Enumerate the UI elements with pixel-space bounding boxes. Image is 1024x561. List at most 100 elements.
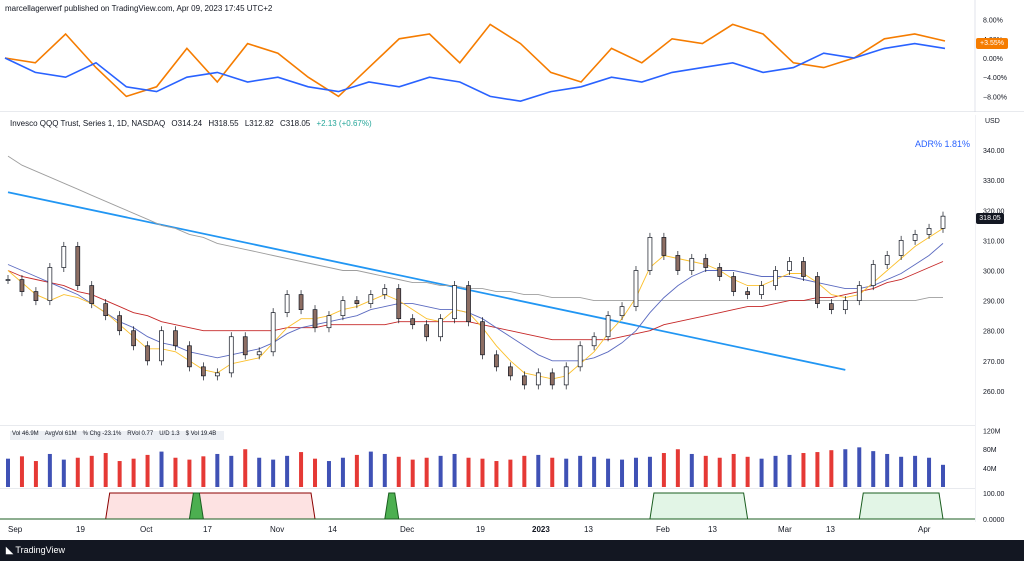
x-tick-label: 13: [826, 525, 835, 534]
candle-body: [173, 330, 178, 347]
volume-bar: [829, 450, 834, 487]
volume-bar: [285, 455, 290, 487]
candle-body: [577, 345, 583, 368]
rs-tick-label: 0.00%: [983, 56, 1003, 63]
sma-long-line: [7, 261, 944, 341]
x-tick-label: Mar: [778, 525, 792, 534]
volume-bar: [857, 447, 862, 487]
volume-bar: [675, 449, 680, 487]
candle-body: [298, 294, 304, 310]
candle-body: [689, 258, 695, 271]
volume-bar: [299, 452, 304, 487]
volume-bar: [647, 456, 652, 487]
relative-strength-panel: [0, 0, 1024, 112]
candle-body: [145, 345, 150, 362]
volume-bar: [731, 453, 736, 487]
candle-body: [675, 255, 681, 271]
price-axis: 340.00 330.00 320.00 310.00 300.00 290.00 280.…: [975, 115, 1005, 425]
candle-body: [5, 279, 11, 281]
candle-body: [201, 366, 206, 377]
candle-body: [326, 315, 332, 329]
candle-body: [535, 372, 541, 386]
candle-body: [633, 270, 639, 307]
volume-axis: 120M 80M 40M: [975, 425, 1001, 488]
tv-logo-text: TradingView: [15, 545, 65, 555]
volume-bar: [6, 458, 10, 487]
volume-bar: [131, 458, 136, 487]
candle-body: [354, 300, 360, 304]
price-tick-label: 280.00: [983, 329, 1005, 336]
volume-bar: [368, 451, 373, 487]
candle-body: [452, 285, 457, 320]
volume-bar: [61, 459, 66, 487]
candle-body: [47, 267, 53, 301]
candle-body: [926, 228, 932, 235]
candle-body: [256, 351, 262, 356]
candle-body: [605, 315, 611, 338]
candle-body: [284, 294, 290, 314]
volume-bar: [745, 456, 750, 487]
candle-body: [898, 240, 904, 256]
candle-body: [870, 264, 876, 286]
close-value: C318.05: [279, 119, 311, 128]
price-tick-label: 320.00: [983, 208, 1005, 215]
candle-body: [340, 300, 346, 317]
candle-body: [591, 336, 597, 347]
volume-bar: [89, 455, 94, 487]
candle-body: [661, 237, 667, 256]
candle-body: [787, 261, 792, 271]
volume-legend: Vol 46.9M AvgVol 61M % Chg -23.1% RVol 0.77…: [10, 431, 225, 440]
x-tick-label: 13: [708, 525, 717, 534]
price-tick-label: 310.00: [983, 238, 1005, 245]
volume-bar: [522, 455, 527, 487]
candle-body: [549, 372, 555, 386]
volume-legend-item: $ Vol 19.4B: [185, 431, 217, 437]
volume-bar: [75, 457, 80, 487]
candle-body: [647, 237, 653, 271]
volume-bar: [424, 457, 429, 487]
volume-bar: [313, 458, 318, 487]
candle-body: [480, 321, 485, 356]
rs-series-line-0: [4, 23, 946, 98]
volume-bar: [536, 454, 541, 487]
candle-body: [494, 354, 499, 368]
volume-bar: [508, 459, 513, 487]
candle-body: [856, 285, 862, 301]
open-value: O314.24: [171, 119, 203, 128]
candle-body: [131, 330, 136, 347]
volume-tick-label: 40M: [983, 466, 997, 473]
price-tick-label: 270.00: [983, 359, 1005, 366]
footer-bar: [0, 540, 1024, 561]
x-tick-label: 2023: [532, 525, 550, 534]
x-tick-label: 19: [76, 525, 85, 534]
volume-bar: [633, 457, 638, 487]
volume-bar: [703, 455, 708, 487]
volume-bar: [843, 449, 848, 487]
candle-body: [424, 324, 430, 338]
volume-bar: [550, 457, 555, 487]
candle-body: [508, 366, 513, 377]
volume-bar: [187, 459, 192, 487]
candle-body: [759, 285, 764, 295]
volume-bar: [578, 455, 583, 487]
price-tick-label: 300.00: [983, 269, 1005, 276]
candle-body: [61, 246, 67, 268]
sma-200-line: [7, 155, 943, 302]
volume-bar: [773, 455, 778, 487]
last-price-tag: 318.05: [976, 213, 1004, 224]
volume-bar: [941, 464, 945, 487]
volume-legend-item: U/D 1.3: [159, 431, 180, 437]
candle-body: [842, 300, 848, 310]
volume-bar: [19, 456, 24, 487]
volume-bar: [117, 461, 122, 487]
volume-bar: [271, 459, 276, 487]
volume-tick-label: 80M: [983, 447, 997, 454]
rs-axis: 8.00%4.00%0.00%−4.00%−8.00%: [983, 18, 1007, 102]
volume-bar: [201, 456, 206, 487]
volume-bar: [689, 453, 694, 487]
volume-bar: [257, 457, 262, 487]
volume-bar: [494, 461, 499, 487]
volume-bar: [815, 452, 820, 487]
candle-body: [717, 267, 723, 277]
candle-body: [89, 285, 95, 304]
